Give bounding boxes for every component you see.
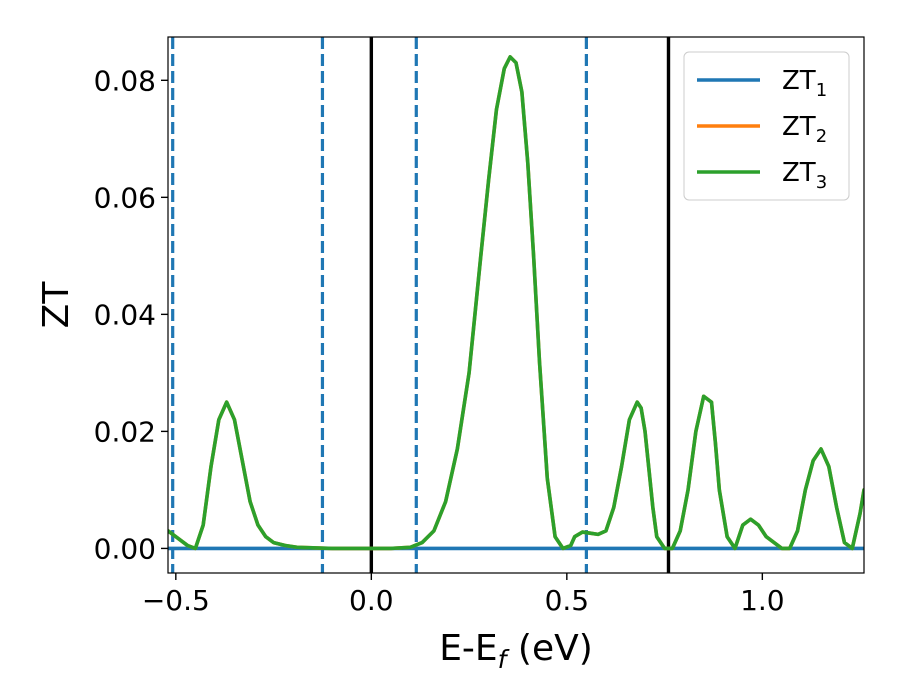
x-axis-title-main: E-E [439,628,497,669]
series-line-ZT3 [168,55,864,551]
legend-label-ZT2: ZT2 [782,112,827,147]
x-tick-label-2: 0.5 [545,584,590,617]
y-axis-ticks: 0.00 0.02 0.04 0.06 0.08 [94,64,168,565]
x-tick-label-0: −0.5 [142,584,210,617]
legend-items: ZT1 ZT2 ZT3 [697,66,827,193]
series-lines [168,55,864,551]
y-tick-label-0: 0.00 [94,532,156,565]
x-axis-title-unit: (eV) [506,628,592,669]
legend-box [683,51,850,201]
y-tick-label-3: 0.06 [94,181,156,214]
y-tick-label-2: 0.04 [94,298,156,331]
x-axis-ticks: −0.5 0.0 0.5 1.0 [142,573,785,617]
legend-label-ZT3: ZT3 [782,158,827,193]
x-axis-title: E-Ef (eV) [439,628,593,674]
legend: ZT1 ZT2 ZT3 [683,51,850,201]
x-tick-label-1: 0.0 [349,584,394,617]
vertical-reference-lines [171,37,671,573]
y-tick-label-1: 0.02 [94,415,156,448]
plot-frame [167,36,865,574]
x-tick-label-3: 1.0 [740,584,785,617]
y-tick-label-4: 0.08 [94,64,156,97]
y-axis-title: ZT [36,281,77,329]
legend-label-ZT1: ZT1 [782,66,827,101]
